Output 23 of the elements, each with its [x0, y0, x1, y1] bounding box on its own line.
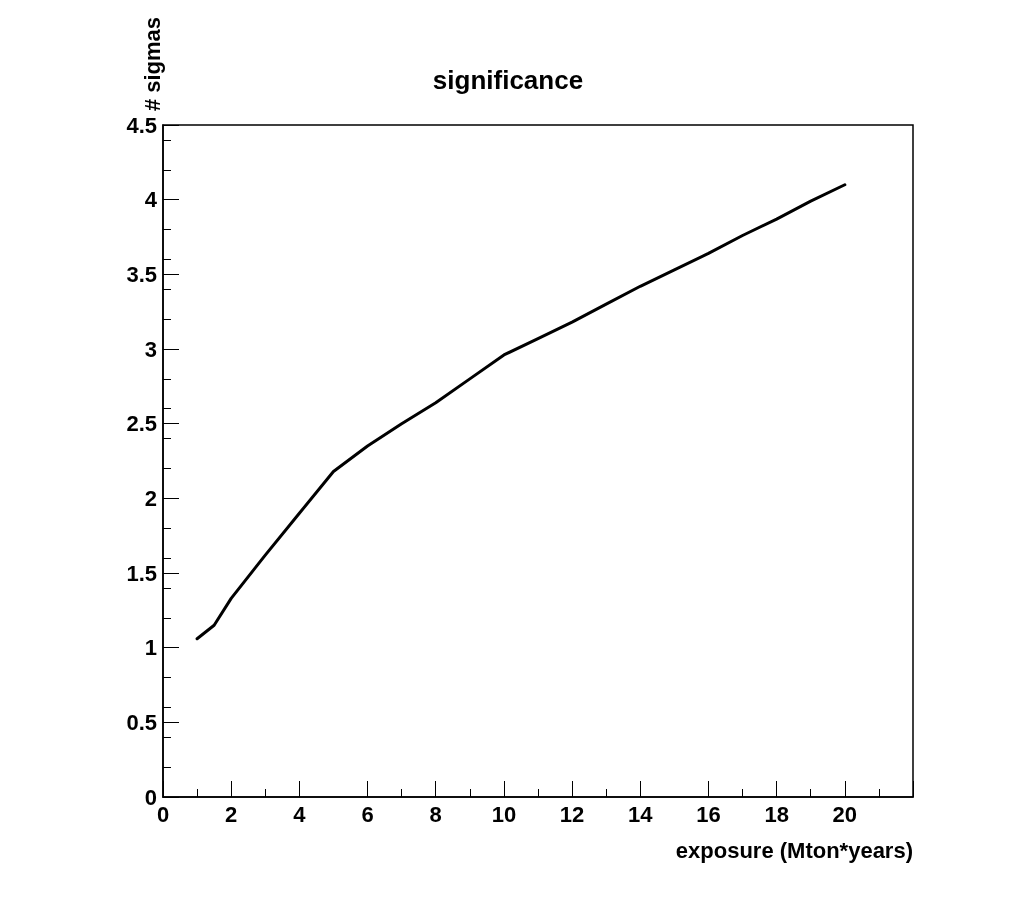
y-tick-label: 0	[144, 784, 157, 810]
y-tick-label: 3.5	[126, 261, 157, 287]
x-tick-label: 10	[491, 801, 517, 827]
chart-title: significance	[432, 65, 584, 95]
y-tick-label: 2	[144, 485, 157, 511]
y-tick-label: 1	[144, 635, 157, 661]
x-tick-label: 8	[429, 801, 442, 827]
x-axis-title: exposure (Mton*years)	[675, 837, 913, 863]
y-tick-label: 0.5	[126, 709, 157, 735]
y-tick-label: 4	[144, 187, 158, 213]
x-tick-label: 12	[559, 801, 585, 827]
y-tick-label: 1.5	[126, 560, 157, 586]
y-axis-title: # sigmas	[139, 16, 165, 112]
y-tick-label: 3	[144, 336, 157, 362]
x-tick-label: 18	[764, 801, 789, 827]
y-tick-label: 4.5	[126, 112, 157, 138]
x-tick-label: 20	[832, 801, 858, 827]
x-tick-label: 4	[293, 801, 307, 827]
x-tick-label: 16	[696, 801, 721, 827]
x-tick-label: 14	[628, 801, 654, 827]
y-tick-label: 2.5	[126, 411, 157, 437]
x-tick-label: 2	[225, 801, 238, 827]
x-tick-label: 6	[361, 801, 374, 827]
